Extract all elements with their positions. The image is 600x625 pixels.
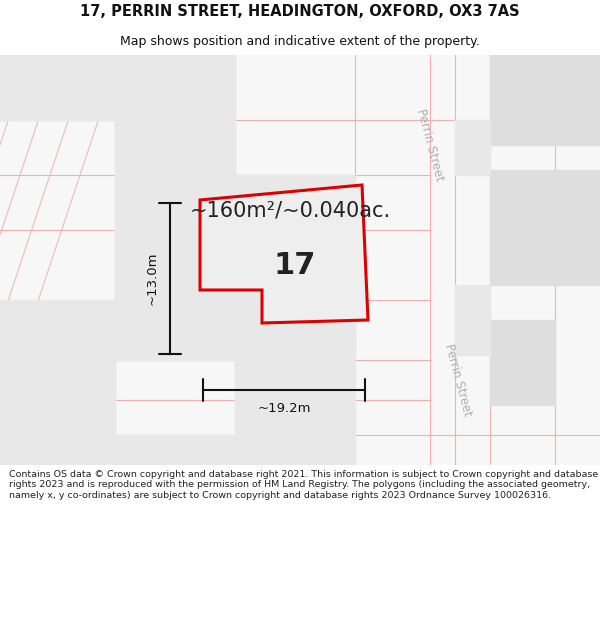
Bar [115, 55, 235, 175]
Text: Contains OS data © Crown copyright and database right 2021. This information is : Contains OS data © Crown copyright and d… [9, 470, 598, 499]
Bar [455, 285, 490, 355]
Bar [490, 170, 600, 285]
Text: ~13.0m: ~13.0m [146, 252, 158, 305]
Text: ~160m²/~0.040ac.: ~160m²/~0.040ac. [190, 200, 391, 220]
Bar [115, 175, 355, 360]
Bar [0, 55, 115, 120]
Text: ~19.2m: ~19.2m [257, 401, 311, 414]
Text: 17: 17 [274, 251, 316, 279]
Bar [235, 435, 355, 465]
Text: Map shows position and indicative extent of the property.: Map shows position and indicative extent… [120, 35, 480, 48]
Polygon shape [200, 185, 368, 323]
Bar [490, 55, 600, 145]
Bar [0, 435, 235, 465]
Text: 17, PERRIN STREET, HEADINGTON, OXFORD, OX3 7AS: 17, PERRIN STREET, HEADINGTON, OXFORD, O… [80, 4, 520, 19]
Bar [455, 120, 490, 175]
Bar [0, 300, 115, 435]
Bar [235, 360, 355, 435]
Text: Perrin Street: Perrin Street [442, 342, 474, 418]
Bar [490, 320, 555, 405]
Text: Perrin Street: Perrin Street [414, 107, 446, 182]
